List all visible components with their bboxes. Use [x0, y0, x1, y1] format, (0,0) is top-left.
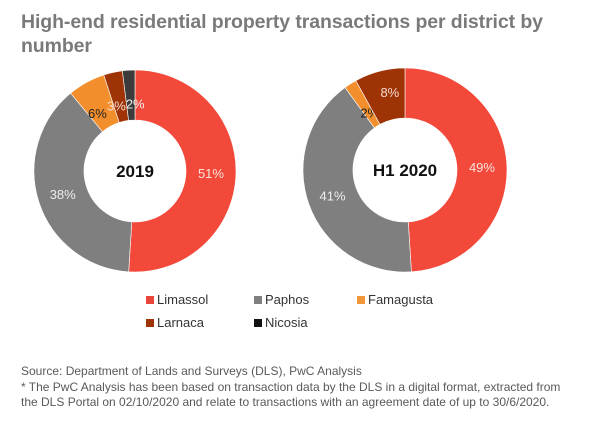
data-label-nicosia: 2%	[126, 97, 145, 112]
slice-limassol	[128, 69, 237, 273]
legend-item-limassol: Limassol	[146, 292, 208, 307]
legend-item-nicosia: Nicosia	[254, 315, 308, 330]
analysis-note-line1: * The PwC Analysis has been based on tra…	[21, 379, 561, 394]
slice-paphos	[33, 92, 133, 273]
legend-swatch-paphos	[254, 295, 262, 304]
center-label: H1 2020	[373, 161, 437, 180]
legend-item-famagusta: Famagusta	[357, 292, 433, 307]
legend-swatch-limassol	[146, 295, 154, 304]
legend-item-larnaca: Larnaca	[146, 315, 204, 330]
donut-chart-2019: 51% 38% 6%3% 2% 2019	[33, 69, 237, 273]
legend-label: Famagusta	[368, 292, 434, 307]
donut-chart-h1-2020: 49%41%2%8%H1 2020	[302, 67, 508, 273]
data-label-larnaca: 3%	[107, 98, 126, 113]
footer: Source: Department of Lands and Surveys …	[21, 364, 596, 411]
analysis-note-line2: the DLS Portal on 02/10/2020 and relate …	[21, 395, 550, 409]
legend-item-paphos: Paphos	[254, 292, 309, 307]
slice-limassol	[404, 67, 508, 273]
legend-label: Nicosia	[265, 315, 308, 330]
slice-nicosia	[122, 69, 136, 121]
legend-swatch-larnaca	[146, 318, 154, 327]
legend-label: Limassol	[157, 292, 209, 307]
legend-label: Larnaca	[157, 315, 204, 330]
data-label-paphos: 41%	[320, 189, 346, 204]
slice-larnaca	[355, 67, 406, 125]
source-note: Source: Department of Lands and Surveys …	[21, 364, 362, 378]
data-label-limassol: 49%	[469, 160, 495, 175]
data-label-larnaca: 8%	[380, 85, 399, 100]
legend-label: Paphos	[265, 292, 310, 307]
slice-paphos	[302, 87, 412, 273]
data-label-famagusta: 6%	[88, 106, 107, 121]
legend-swatch-famagusta	[357, 295, 365, 304]
data-label-limassol: 51%	[198, 166, 224, 181]
legend-swatch-nicosia	[254, 318, 262, 327]
data-label-paphos: 38%	[50, 187, 76, 202]
center-label: 2019	[116, 162, 154, 181]
chart-title: High-end residential property transactio…	[21, 11, 543, 57]
